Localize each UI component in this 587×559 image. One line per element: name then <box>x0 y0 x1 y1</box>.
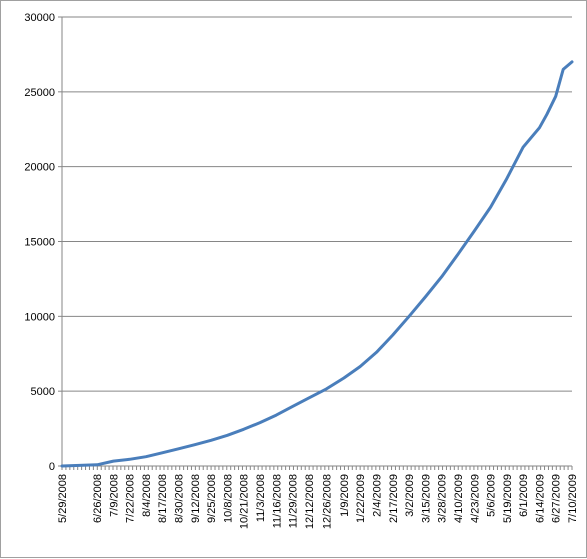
x-tick-label: 5/29/2008 <box>57 474 69 523</box>
x-tick-label: 4/10/2009 <box>453 474 465 523</box>
series-group <box>60 60 574 468</box>
x-tick-label: 9/25/2008 <box>206 474 218 523</box>
y-tick-label: 30000 <box>24 12 55 24</box>
x-tick-label: 2/17/2009 <box>388 474 400 523</box>
series-line <box>60 60 574 468</box>
x-tick-label: 11/16/2008 <box>271 474 283 528</box>
x-tick-label: 8/30/2008 <box>174 474 186 523</box>
y-tick-label: 0 <box>49 461 55 473</box>
x-tick-label: 11/3/2008 <box>255 474 267 522</box>
x-tick-label: 11/29/2008 <box>288 474 300 528</box>
x-tick-label: 6/1/2009 <box>518 474 530 517</box>
x-tick-label: 1/22/2009 <box>355 474 367 523</box>
x-tick-label: 8/4/2008 <box>141 474 153 517</box>
gridlines <box>62 16 572 392</box>
x-tick-label: 3/15/2009 <box>420 474 432 523</box>
x-tick-label: 4/23/2009 <box>469 474 481 523</box>
y-tick-label: 25000 <box>24 87 55 99</box>
y-tick-label: 15000 <box>24 237 55 249</box>
x-tick-label: 9/12/2008 <box>190 474 202 523</box>
x-tick-label: 6/14/2009 <box>534 474 546 523</box>
x-tick-label: 10/8/2008 <box>222 474 234 523</box>
y-axis-ticks: 0 5000 10000 15000 20000 25000 30000 <box>24 12 62 473</box>
y-tick-label: 5000 <box>31 386 55 398</box>
x-tick-label: 2/4/2009 <box>372 474 384 517</box>
x-axis-ticks: 5/29/2008 6/26/2008 7/9/2008 7/22/2008 8/4/2… <box>57 466 579 529</box>
x-tick-label: 3/28/2009 <box>437 474 449 523</box>
axes <box>61 17 572 467</box>
x-tick-label: 5/6/2009 <box>486 474 498 517</box>
y-tick-label: 10000 <box>24 311 55 323</box>
x-tick-label: 10/21/2008 <box>239 474 251 529</box>
x-tick-label: 1/9/2009 <box>339 474 351 517</box>
x-tick-label: 3/2/2009 <box>404 474 416 517</box>
x-tick-label: 6/26/2008 <box>92 474 104 523</box>
x-tick-label: 5/19/2009 <box>502 474 514 523</box>
x-tick-label: 12/26/2008 <box>321 474 333 529</box>
x-tick-label: 7/10/2009 <box>567 474 579 523</box>
x-tick-label: 8/17/2008 <box>157 474 169 523</box>
x-tick-label: 7/9/2008 <box>108 474 120 517</box>
x-tick-label: 12/12/2008 <box>304 474 316 529</box>
y-tick-label: 20000 <box>24 162 55 174</box>
x-tick-label: 6/27/2009 <box>551 474 563 523</box>
x-tick-label: 7/22/2008 <box>125 474 137 523</box>
